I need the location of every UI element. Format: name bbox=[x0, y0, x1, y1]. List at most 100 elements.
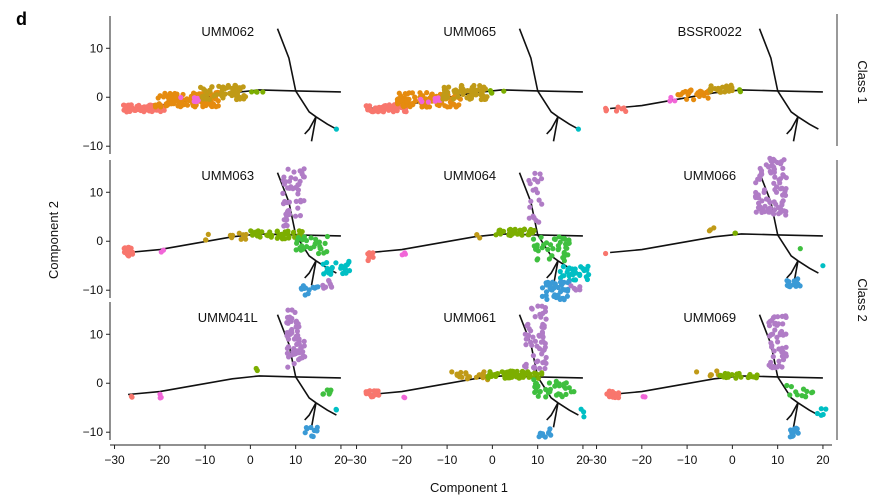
cell-point bbox=[295, 205, 301, 211]
cell-point bbox=[782, 192, 789, 198]
cell-point bbox=[292, 185, 299, 191]
cell-point bbox=[532, 170, 538, 176]
cell-point bbox=[285, 228, 291, 234]
cell-point bbox=[254, 233, 260, 239]
cell-point bbox=[534, 359, 540, 365]
cell-point bbox=[291, 361, 297, 367]
panel-umm069: UMM069 bbox=[604, 310, 829, 440]
class1-label: Class 1 bbox=[855, 60, 870, 103]
cell-point bbox=[242, 94, 249, 100]
cell-point bbox=[526, 373, 533, 379]
cell-point bbox=[489, 372, 495, 378]
cell-point bbox=[786, 279, 792, 285]
cell-point bbox=[818, 412, 824, 418]
cell-point bbox=[818, 406, 824, 412]
cell-point bbox=[526, 230, 532, 236]
cell-point bbox=[292, 176, 299, 182]
cell-point bbox=[370, 250, 376, 256]
cell-point bbox=[765, 164, 772, 170]
cell-point bbox=[578, 406, 584, 412]
cell-point bbox=[558, 289, 564, 295]
cell-point bbox=[308, 235, 314, 241]
cell-point bbox=[570, 272, 576, 278]
cell-point bbox=[280, 190, 286, 196]
cell-point bbox=[772, 321, 778, 327]
cell-point bbox=[402, 395, 408, 401]
y-tick-label: −10 bbox=[83, 283, 104, 297]
cell-point bbox=[366, 250, 372, 256]
cell-point bbox=[530, 187, 536, 193]
cell-point bbox=[297, 178, 303, 184]
cell-point bbox=[539, 333, 545, 339]
cell-point bbox=[425, 99, 431, 105]
cell-point bbox=[562, 385, 569, 391]
cell-point bbox=[230, 92, 236, 98]
cell-point bbox=[161, 107, 167, 113]
cell-point bbox=[564, 293, 571, 299]
cell-point bbox=[220, 93, 226, 99]
cell-point bbox=[537, 388, 543, 395]
cell-point bbox=[535, 248, 541, 254]
cell-point bbox=[322, 240, 328, 246]
panel-bssr0022: BSSR0022 bbox=[603, 24, 823, 142]
cell-point bbox=[530, 213, 536, 219]
cell-point bbox=[283, 179, 289, 185]
cell-point bbox=[396, 90, 402, 96]
cell-point bbox=[199, 93, 206, 99]
cell-point bbox=[566, 265, 572, 271]
y-tick-label: 10 bbox=[90, 41, 104, 55]
cell-point bbox=[555, 391, 562, 397]
cell-point bbox=[765, 197, 771, 203]
cell-point bbox=[717, 373, 723, 379]
cell-point bbox=[260, 89, 266, 95]
cell-point bbox=[771, 211, 777, 217]
cell-point bbox=[767, 155, 773, 161]
trajectory-branch bbox=[552, 116, 559, 142]
cell-point bbox=[565, 279, 571, 286]
trajectory-branch bbox=[786, 402, 799, 421]
cell-point bbox=[204, 92, 210, 98]
cell-point bbox=[254, 367, 260, 374]
cell-point bbox=[320, 261, 326, 267]
cell-point bbox=[459, 374, 465, 380]
cell-point bbox=[561, 254, 567, 260]
cell-point bbox=[707, 227, 714, 233]
cell-point bbox=[775, 205, 782, 211]
cell-point bbox=[543, 354, 549, 361]
panel-umm061: UMM061 bbox=[363, 303, 587, 440]
cell-point bbox=[778, 159, 784, 165]
x-tick-label: −10 bbox=[677, 453, 698, 467]
cell-point bbox=[283, 217, 289, 223]
cell-point bbox=[299, 355, 305, 361]
cell-point bbox=[707, 373, 713, 379]
cell-point bbox=[553, 283, 559, 289]
cell-point bbox=[514, 368, 520, 374]
trajectory-branch bbox=[304, 116, 317, 135]
cell-point bbox=[575, 126, 582, 132]
cell-point bbox=[539, 293, 546, 299]
cell-point bbox=[237, 85, 243, 91]
x-tick-label: −10 bbox=[195, 453, 216, 467]
cell-point bbox=[366, 255, 372, 261]
cell-point bbox=[768, 340, 774, 346]
cell-point bbox=[561, 250, 567, 256]
cell-point bbox=[167, 90, 173, 97]
cell-point bbox=[779, 353, 786, 359]
cell-point bbox=[766, 320, 772, 326]
cell-point bbox=[548, 432, 554, 438]
cell-point bbox=[540, 348, 546, 354]
cell-point bbox=[756, 200, 762, 206]
cell-point bbox=[328, 284, 334, 290]
x-tick-label: 0 bbox=[489, 453, 496, 467]
cell-point bbox=[793, 427, 799, 433]
x-tick-label: −20 bbox=[150, 453, 171, 467]
cell-point bbox=[300, 349, 306, 355]
cell-point bbox=[394, 96, 400, 103]
cell-point bbox=[757, 173, 763, 179]
cell-point bbox=[753, 209, 759, 215]
panel-title: BSSR0022 bbox=[678, 24, 742, 39]
cell-point bbox=[562, 287, 568, 293]
cell-point bbox=[455, 94, 461, 100]
cell-point bbox=[317, 246, 323, 252]
trajectory-branch bbox=[295, 90, 317, 118]
